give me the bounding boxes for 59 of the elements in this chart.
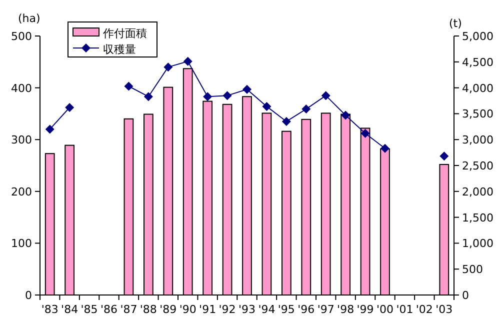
x-tick-label: '85 (80, 303, 98, 316)
point (203, 92, 212, 102)
x-tick-label: '86 (100, 303, 118, 316)
legend-label: 作付面積 (102, 27, 147, 40)
y2-tick-label: 0 (462, 289, 469, 302)
x-tick-label: '93 (238, 303, 256, 316)
point (222, 91, 232, 100)
y2-tick-label: 3,500 (462, 108, 494, 121)
y2-tick-label: 5,000 (462, 30, 494, 43)
x-tick-label: '01 (396, 303, 414, 316)
y-tick-label: 0 (25, 289, 32, 302)
point (242, 84, 252, 94)
x-tick-label: '02 (416, 303, 433, 316)
y-tick-label: 500 (11, 30, 32, 43)
point (124, 82, 134, 91)
x-tick-label: '99 (356, 303, 374, 316)
y-tick-label: 100 (11, 237, 32, 250)
y2-tick-label: 1,000 (462, 237, 494, 250)
x-tick-label: '97 (317, 303, 334, 316)
y-axis-title: (ha) (18, 12, 40, 25)
legend-label: 収穫量 (103, 43, 136, 56)
x-tick-label: '88 (140, 303, 157, 316)
point (144, 92, 153, 102)
y2-tick-label: 3,000 (462, 134, 494, 147)
point (262, 102, 272, 111)
x-tick-label: '98 (337, 303, 354, 316)
x-tick-label: '92 (218, 303, 236, 316)
point (341, 110, 350, 120)
point (321, 91, 330, 100)
x-tick-label: '90 (179, 303, 196, 316)
point (380, 144, 390, 153)
y-tick-label: 200 (11, 185, 32, 198)
point (360, 128, 370, 138)
point (45, 124, 54, 134)
y-tick-label: 400 (11, 82, 32, 95)
y-tick-label: 300 (11, 134, 32, 147)
point (302, 104, 311, 114)
x-tick-label: '83 (41, 303, 58, 316)
x-tick-label: '96 (298, 303, 315, 316)
y2-tick-label: 1,500 (462, 211, 494, 224)
x-tick-label: '89 (160, 303, 177, 316)
y2-axis-title: (t) (449, 17, 462, 30)
y2-tick-label: 2,000 (462, 185, 494, 198)
x-tick-label: '03 (436, 303, 453, 316)
point (65, 102, 74, 112)
x-tick-label: '00 (376, 303, 394, 316)
y2-tick-label: 4,000 (462, 82, 494, 95)
y2-tick-label: 500 (462, 263, 483, 276)
point (440, 152, 449, 161)
x-tick-label: '95 (278, 303, 295, 316)
point (164, 62, 173, 72)
y2-tick-label: 4,500 (462, 56, 494, 69)
x-tick-label: '84 (61, 303, 78, 316)
point (282, 116, 291, 126)
point (183, 56, 192, 66)
x-tick-label: '87 (120, 303, 138, 316)
x-tick-label: '94 (258, 303, 276, 316)
y2-tick-label: 2,500 (462, 160, 494, 172)
x-tick-label: '91 (199, 303, 216, 316)
